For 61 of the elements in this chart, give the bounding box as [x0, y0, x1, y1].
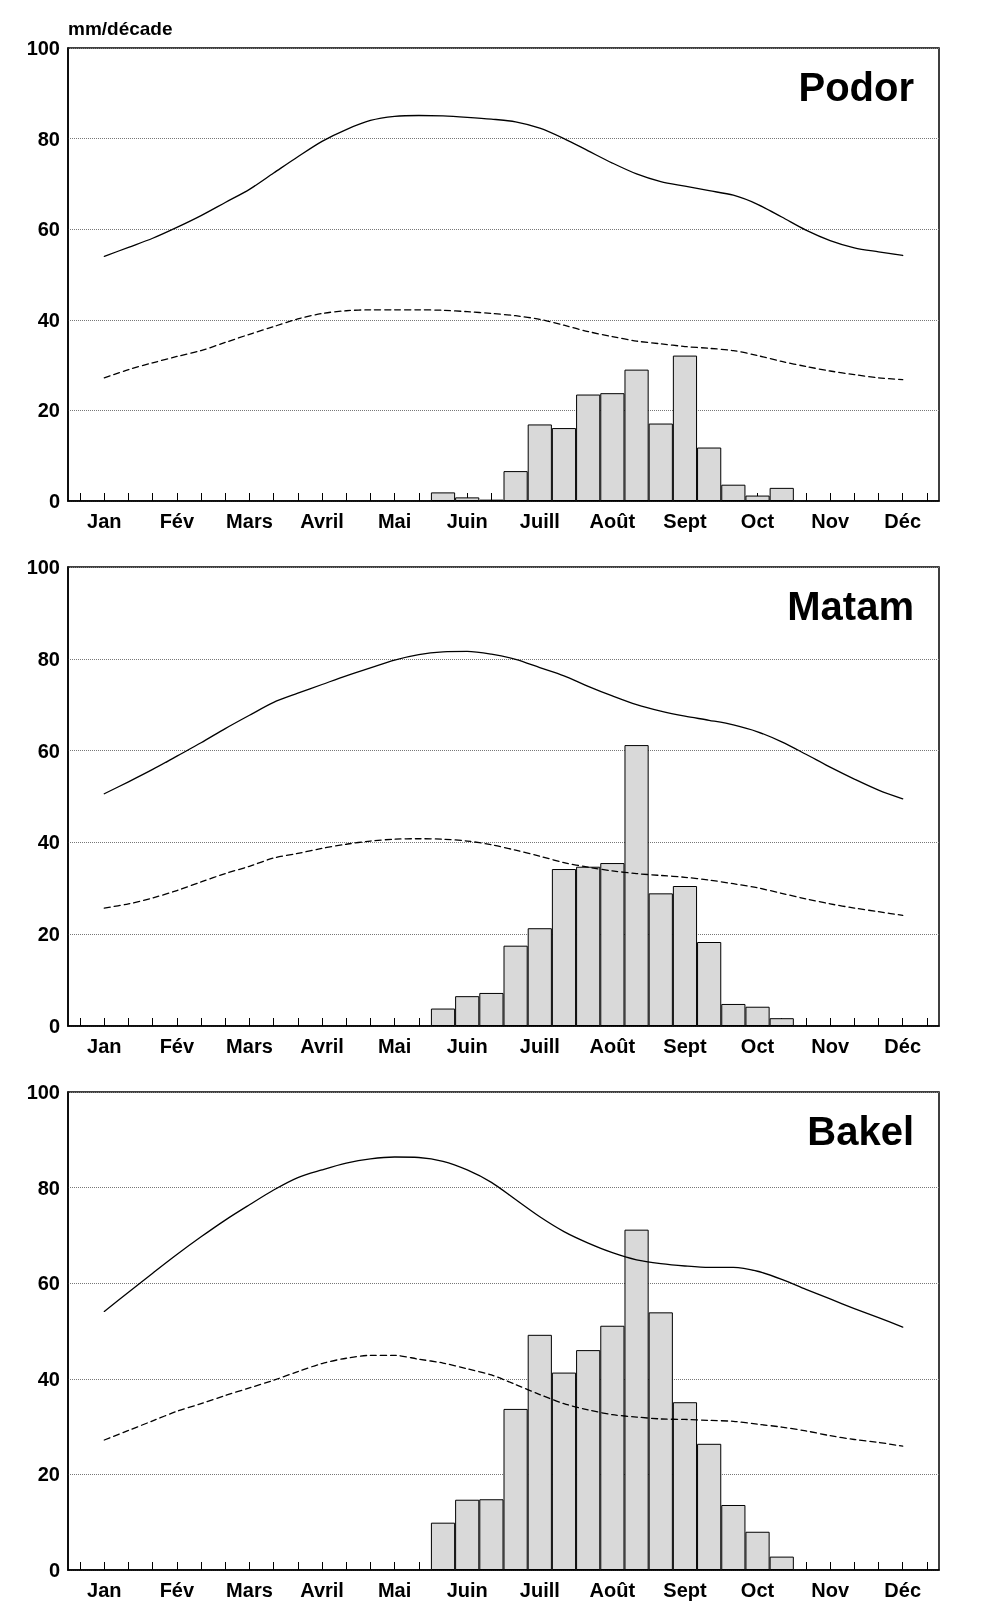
x-tick-label: Déc: [884, 1035, 922, 1057]
x-tick-label: Jan: [87, 510, 122, 532]
x-tick-label: Sept: [663, 1035, 707, 1057]
x-tick-label: Fév: [159, 1579, 195, 1601]
y-tick-label: 40: [37, 1367, 60, 1390]
x-tick-label: Août: [589, 1579, 636, 1601]
y-tick-label: 0: [48, 1015, 60, 1037]
y-tick-label: 20: [37, 399, 60, 422]
x-tick-label: Mars: [226, 1579, 273, 1601]
x-tick-label: Mai: [377, 510, 412, 532]
x-tick-label: Avril: [300, 510, 344, 532]
x-tick-label: Avril: [300, 1579, 344, 1601]
x-tick-label: Juill: [519, 510, 560, 532]
y-tick-label: 40: [37, 831, 60, 854]
y-tick-label: 80: [37, 647, 60, 670]
chart-title: Matam: [787, 584, 914, 628]
x-tick-label: Jan: [87, 1035, 122, 1057]
y-tick-label: 100: [26, 556, 60, 578]
x-tick-label: Sept: [663, 1579, 707, 1601]
x-tick-label: Oct: [740, 510, 775, 532]
y-tick-label: 20: [37, 1463, 60, 1486]
x-tick-label: Nov: [811, 510, 850, 532]
x-tick-label: Mars: [226, 510, 273, 532]
x-tick-label: Mars: [226, 1035, 273, 1057]
x-tick-label: Juin: [446, 510, 488, 532]
x-tick-label: Mai: [377, 1579, 412, 1601]
x-tick-label: Fév: [159, 510, 195, 532]
x-tick-label: Oct: [740, 1579, 775, 1601]
y-tick-label: 60: [37, 218, 60, 241]
y-tick-label: 20: [37, 923, 60, 946]
y-tick-label: 60: [37, 1272, 60, 1295]
line-series: [103, 650, 904, 800]
x-tick-label: Fév: [159, 1035, 195, 1057]
y-tick-label: 80: [37, 1176, 60, 1199]
x-tick-label: Déc: [884, 1579, 922, 1601]
x-tick-label: Juin: [446, 1035, 488, 1057]
x-tick-label: Jan: [87, 1579, 122, 1601]
x-tick-label: Avril: [300, 1035, 344, 1057]
y-tick-label: 60: [37, 739, 60, 762]
chart-title: Podor: [798, 65, 914, 109]
line-series: [103, 309, 904, 381]
x-tick-label: Juill: [519, 1579, 560, 1601]
y-tick-label: 0: [48, 1559, 60, 1581]
y-tick-label: 100: [26, 1081, 60, 1103]
x-tick-label: Juill: [519, 1035, 560, 1057]
x-tick-label: Déc: [884, 510, 922, 532]
x-tick-label: Nov: [811, 1035, 850, 1057]
y-tick-label: 0: [48, 490, 60, 512]
x-tick-label: Juin: [446, 1579, 488, 1601]
x-tick-label: Mai: [377, 1035, 412, 1057]
x-tick-label: Nov: [811, 1579, 850, 1601]
x-tick-label: Août: [589, 1035, 636, 1057]
y-tick-label: 80: [37, 127, 60, 150]
y-tick-label: 40: [37, 308, 60, 331]
chart-title: Bakel: [807, 1109, 915, 1153]
y-tick-label: 100: [26, 37, 60, 59]
line-series: [103, 114, 904, 258]
x-tick-label: Août: [589, 510, 636, 532]
y-axis-title: mm/décade: [68, 18, 173, 39]
x-tick-label: Oct: [740, 1035, 775, 1057]
x-tick-label: Sept: [663, 510, 707, 532]
